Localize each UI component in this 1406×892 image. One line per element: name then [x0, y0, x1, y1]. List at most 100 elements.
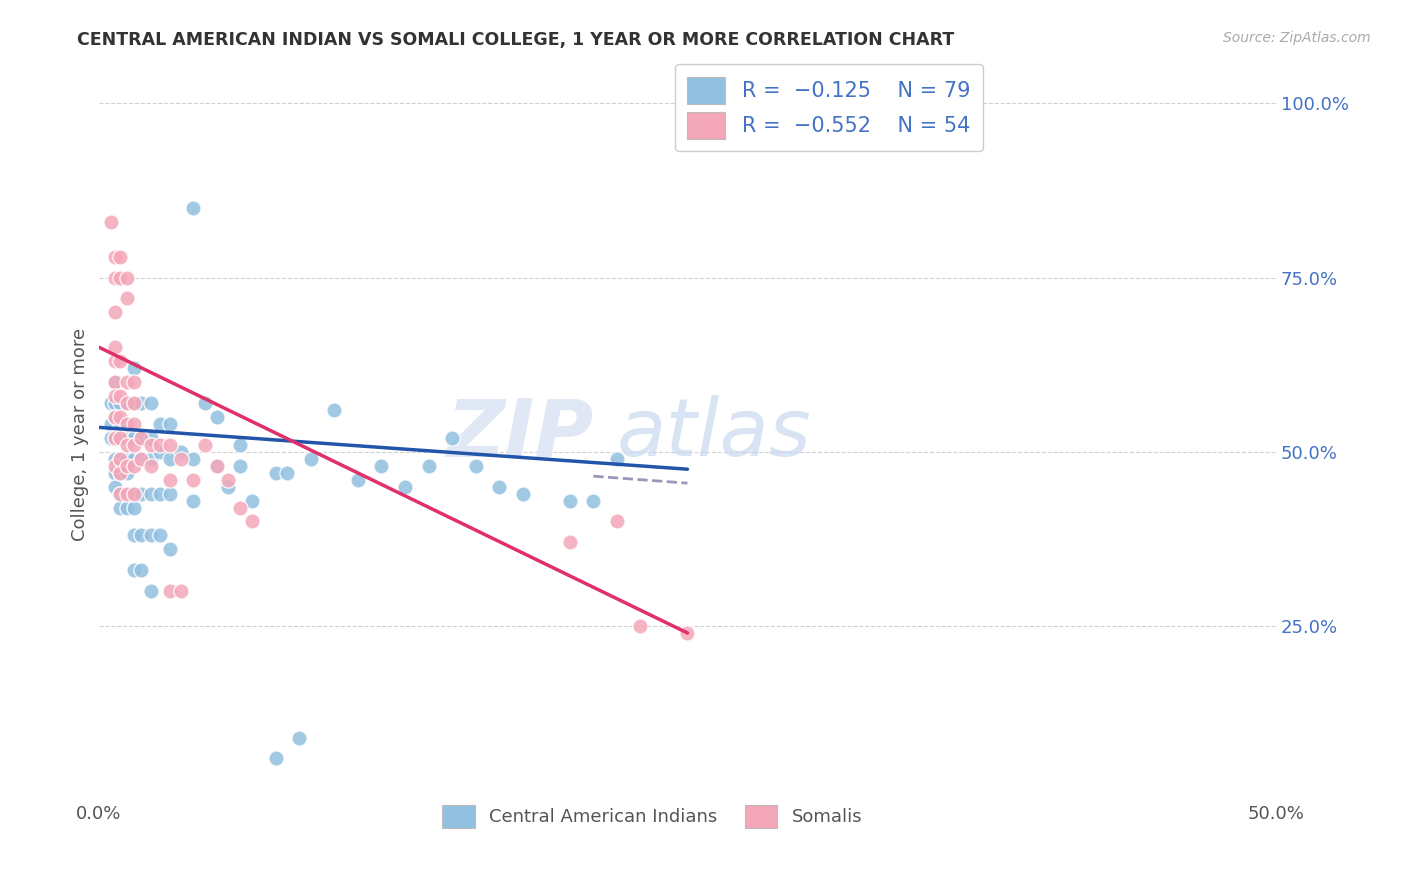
Point: [139, 438, 162, 452]
Point: [104, 375, 127, 389]
Point: [159, 473, 181, 487]
Point: [115, 270, 138, 285]
Point: [131, 563, 153, 577]
Point: [104, 431, 127, 445]
Point: [124, 486, 146, 500]
Point: [108, 431, 131, 445]
Point: [149, 528, 172, 542]
Point: [108, 270, 131, 285]
Text: atlas: atlas: [617, 395, 811, 474]
Point: [108, 486, 131, 500]
Point: [100, 431, 122, 445]
Point: [100, 396, 122, 410]
Point: [170, 451, 193, 466]
Point: [299, 451, 322, 466]
Point: [149, 438, 172, 452]
Point: [115, 431, 138, 445]
Point: [139, 528, 162, 542]
Point: [205, 458, 228, 473]
Legend: Central American Indians, Somalis: Central American Indians, Somalis: [434, 797, 869, 835]
Point: [131, 431, 153, 445]
Point: [108, 409, 131, 424]
Point: [104, 305, 127, 319]
Point: [108, 486, 131, 500]
Point: [124, 458, 146, 473]
Point: [159, 486, 181, 500]
Point: [108, 417, 131, 431]
Point: [558, 535, 581, 549]
Point: [131, 451, 153, 466]
Point: [104, 375, 127, 389]
Point: [264, 466, 287, 480]
Point: [115, 417, 138, 431]
Point: [159, 451, 181, 466]
Point: [100, 417, 122, 431]
Point: [115, 417, 138, 431]
Point: [108, 389, 131, 403]
Text: ZIP: ZIP: [446, 395, 593, 474]
Point: [115, 486, 138, 500]
Point: [115, 458, 138, 473]
Point: [104, 480, 127, 494]
Point: [124, 361, 146, 376]
Point: [115, 486, 138, 500]
Point: [606, 451, 628, 466]
Point: [131, 486, 153, 500]
Point: [159, 542, 181, 557]
Point: [205, 409, 228, 424]
Point: [124, 431, 146, 445]
Point: [139, 396, 162, 410]
Point: [240, 515, 263, 529]
Point: [108, 500, 131, 515]
Point: [124, 563, 146, 577]
Point: [229, 458, 252, 473]
Point: [217, 480, 239, 494]
Y-axis label: College, 1 year or more: College, 1 year or more: [72, 327, 89, 541]
Point: [512, 486, 534, 500]
Point: [159, 584, 181, 599]
Point: [131, 528, 153, 542]
Point: [108, 354, 131, 368]
Point: [104, 451, 127, 466]
Point: [676, 626, 699, 640]
Point: [170, 584, 193, 599]
Point: [124, 486, 146, 500]
Point: [288, 731, 311, 745]
Point: [104, 340, 127, 354]
Point: [104, 458, 127, 473]
Point: [229, 500, 252, 515]
Point: [159, 438, 181, 452]
Point: [108, 431, 131, 445]
Point: [628, 619, 651, 633]
Point: [104, 466, 127, 480]
Point: [108, 466, 131, 480]
Point: [181, 201, 204, 215]
Point: [115, 438, 138, 452]
Point: [115, 466, 138, 480]
Point: [149, 444, 172, 458]
Point: [104, 354, 127, 368]
Point: [124, 438, 146, 452]
Point: [139, 486, 162, 500]
Point: [323, 403, 346, 417]
Point: [104, 250, 127, 264]
Point: [139, 584, 162, 599]
Point: [194, 396, 217, 410]
Point: [131, 451, 153, 466]
Point: [115, 451, 138, 466]
Point: [131, 431, 153, 445]
Point: [124, 528, 146, 542]
Point: [104, 409, 127, 424]
Point: [104, 431, 127, 445]
Point: [115, 396, 138, 410]
Point: [115, 292, 138, 306]
Point: [115, 500, 138, 515]
Point: [276, 466, 298, 480]
Point: [139, 458, 162, 473]
Point: [104, 396, 127, 410]
Point: [181, 493, 204, 508]
Point: [108, 250, 131, 264]
Point: [370, 458, 392, 473]
Point: [124, 500, 146, 515]
Point: [108, 396, 131, 410]
